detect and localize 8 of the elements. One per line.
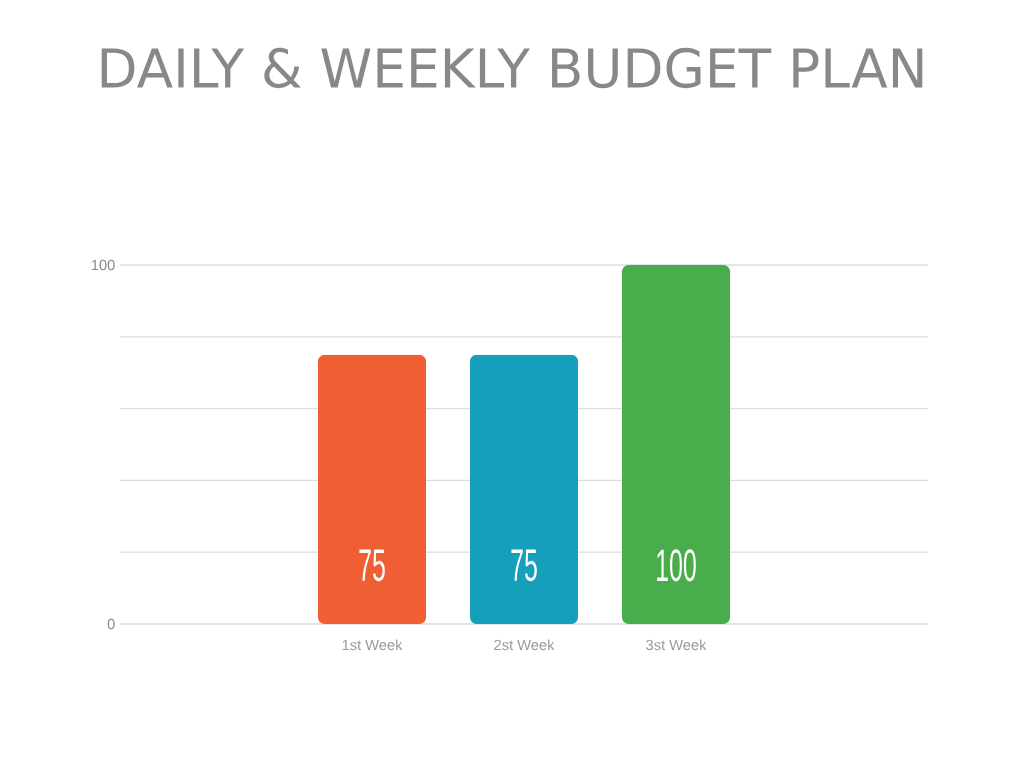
data-label: 75 xyxy=(359,549,385,582)
y-tick-label: 0 xyxy=(107,618,115,630)
x-tick-label: 1st Week xyxy=(342,639,403,651)
chart-title: DAILY & WEEKLY BUDGET PLAN xyxy=(101,47,923,89)
x-tick-label: 3st Week xyxy=(646,639,707,651)
x-tick-label: 2st Week xyxy=(494,639,555,651)
data-label: 75 xyxy=(511,549,537,582)
data-label: 100 xyxy=(657,549,696,582)
